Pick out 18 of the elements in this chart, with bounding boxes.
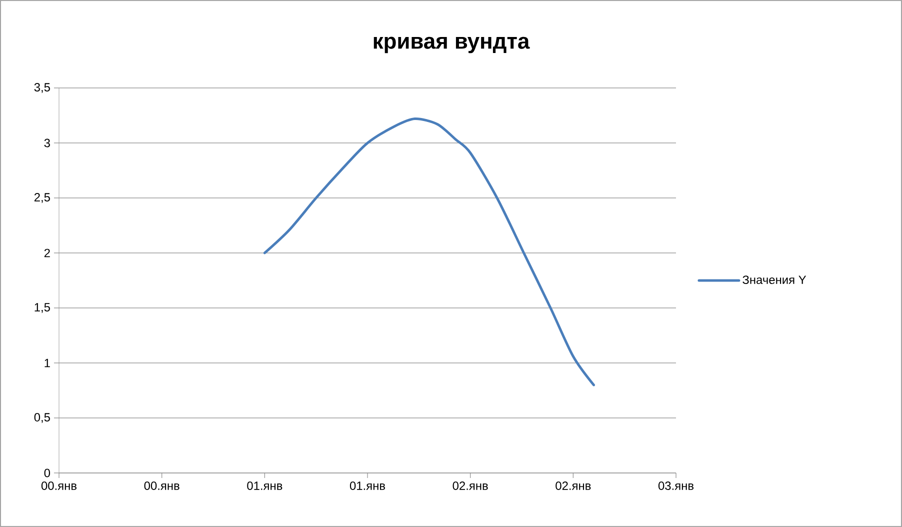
x-tick-label: 00.янв (41, 482, 77, 490)
y-tick-label: 2,5 (34, 193, 50, 203)
x-tick-label: 02.янв (556, 482, 591, 490)
y-tick-label: 0 (44, 468, 50, 478)
x-tick-label: 02.янв (452, 482, 488, 490)
y-tick-label: 3,5 (34, 83, 50, 93)
legend-label: Значения Y (742, 276, 806, 284)
x-tick-label: 01.янв (350, 482, 386, 490)
x-tick-label: 03.янв (658, 482, 694, 490)
y-tick-label: 2 (44, 248, 50, 258)
x-tick-label: 00.янв (144, 482, 180, 490)
y-tick-label: 1,5 (34, 303, 50, 313)
x-tick-label: 01.янв (247, 482, 282, 490)
line-series (263, 118, 595, 386)
y-tick-label: 1 (44, 358, 50, 368)
chart-title: кривая вундта (374, 36, 530, 54)
y-tick-label: 0,5 (34, 413, 50, 423)
y-tick-label: 3 (44, 138, 50, 148)
